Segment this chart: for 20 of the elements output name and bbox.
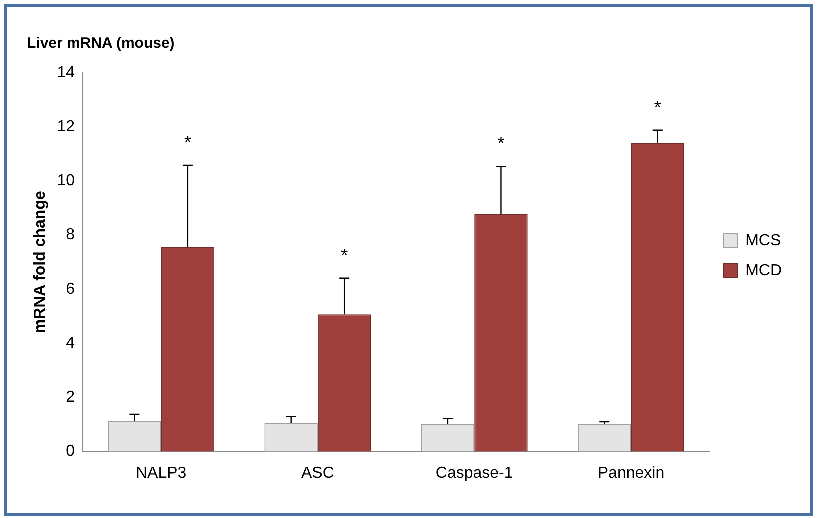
x-tick-label: ASC	[302, 464, 334, 482]
chart-title: Liver mRNA (mouse)	[27, 35, 175, 52]
legend-label: MCS	[746, 232, 782, 250]
annotation: *	[184, 132, 192, 153]
x-tick-label: Caspase-1	[436, 464, 514, 482]
y-tick-label: 2	[66, 389, 76, 406]
annotation: *	[341, 245, 348, 266]
y-axis-title: mRNA fold change	[32, 191, 50, 334]
y-tick-label: 10	[57, 172, 76, 190]
legend-label: MCD	[746, 262, 782, 280]
y-tick-label: 4	[66, 334, 76, 352]
y-tick-label: 0	[66, 443, 76, 460]
y-tick-label: 12	[57, 118, 76, 136]
y-tick-label: 14	[57, 64, 76, 82]
x-tick-label: NALP3	[136, 464, 187, 482]
y-tick-label: 6	[66, 280, 76, 298]
annotation: *	[654, 97, 662, 118]
annotation: *	[498, 134, 505, 154]
x-tick-label: Pannexin	[598, 464, 665, 482]
y-tick-label: 8	[66, 226, 76, 244]
